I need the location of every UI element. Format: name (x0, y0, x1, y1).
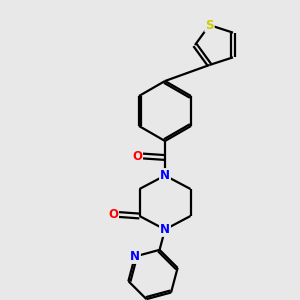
Text: S: S (205, 19, 214, 32)
Text: N: N (160, 169, 170, 182)
Text: O: O (132, 149, 142, 163)
Text: N: N (130, 250, 140, 263)
Text: O: O (108, 208, 118, 221)
Text: N: N (160, 223, 170, 236)
